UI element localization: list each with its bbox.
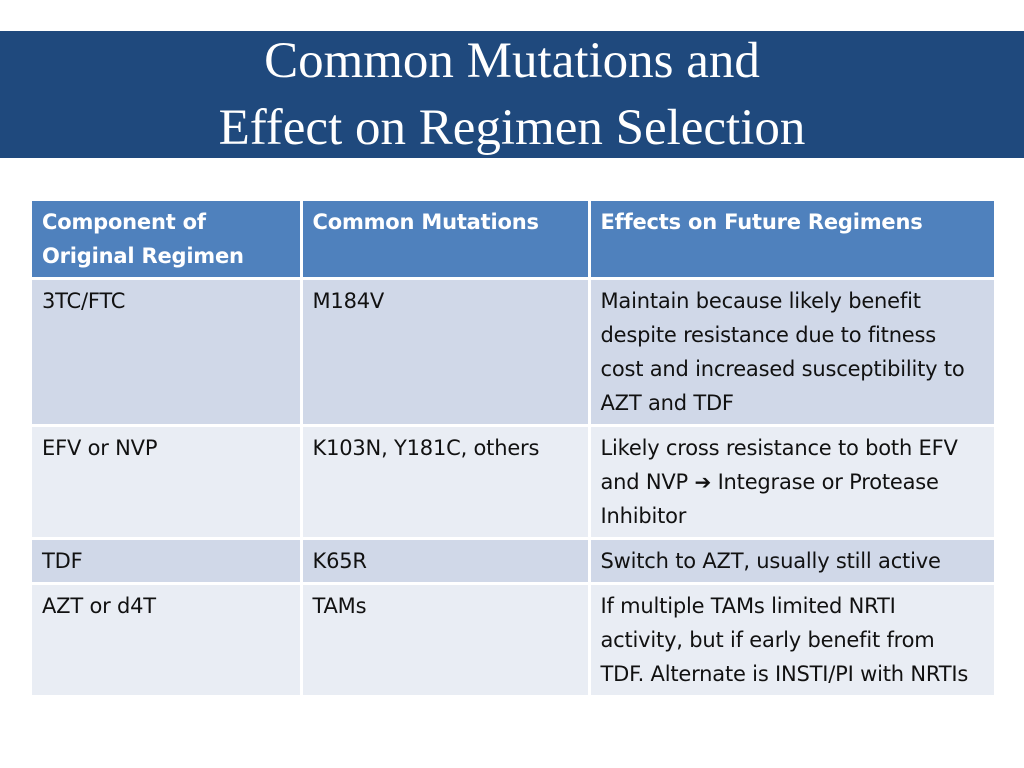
slide-title: Common Mutations and Effect on Regimen S… bbox=[0, 31, 1024, 158]
header-component: Component of Original Regimen bbox=[32, 201, 303, 280]
effects-text-after-arrow: Integrase or Protease Inhibitor bbox=[600, 470, 939, 528]
cell-mutations: K103N, Y181C, others bbox=[301, 425, 591, 540]
cell-effects: If multiple TAMs limited NRTI activity, … bbox=[589, 583, 994, 698]
table-row: TDF K65R Switch to AZT, usually still ac… bbox=[32, 538, 994, 585]
arrow-right-icon: ➔ bbox=[694, 470, 712, 494]
header-mutations: Common Mutations bbox=[301, 201, 591, 280]
effects-text-before-arrow: Likely cross resistance to both EFV and … bbox=[600, 436, 958, 494]
table-row: 3TC/FTC M184V Maintain because likely be… bbox=[32, 278, 994, 427]
slide-title-line-2: Effect on Regimen Selection bbox=[218, 99, 806, 156]
table-header-row: Component of Original Regimen Common Mut… bbox=[32, 201, 994, 280]
cell-effects: Maintain because likely benefit despite … bbox=[589, 278, 994, 427]
header-effects: Effects on Future Regimens bbox=[589, 201, 994, 280]
cell-component: AZT or d4T bbox=[32, 583, 303, 698]
mutations-table: Component of Original Regimen Common Mut… bbox=[32, 201, 994, 698]
slide-title-line-1: Common Mutations and bbox=[264, 32, 760, 89]
title-band: Common Mutations and Effect on Regimen S… bbox=[0, 31, 1024, 158]
table-row: AZT or d4T TAMs If multiple TAMs limited… bbox=[32, 583, 994, 698]
cell-mutations: TAMs bbox=[301, 583, 591, 698]
cell-component: 3TC/FTC bbox=[32, 278, 303, 427]
cell-effects: Likely cross resistance to both EFV and … bbox=[589, 425, 994, 540]
cell-component: EFV or NVP bbox=[32, 425, 303, 540]
table-row: EFV or NVP K103N, Y181C, others Likely c… bbox=[32, 425, 994, 540]
cell-effects: Switch to AZT, usually still active bbox=[589, 538, 994, 585]
cell-mutations: K65R bbox=[301, 538, 591, 585]
cell-mutations: M184V bbox=[301, 278, 591, 427]
cell-component: TDF bbox=[32, 538, 303, 585]
